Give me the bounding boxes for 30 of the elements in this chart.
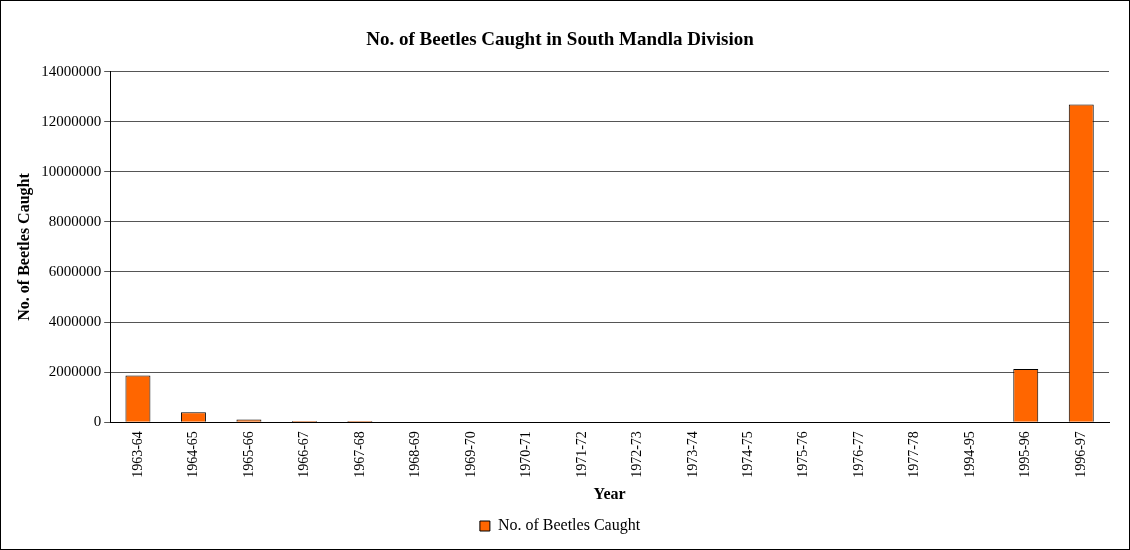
- x-axis-title: Year: [593, 484, 626, 502]
- x-tick-label: 1969-70: [462, 431, 478, 478]
- x-tick-label: 1967-68: [351, 431, 367, 478]
- legend-label: No. of Beetles Caught: [497, 516, 641, 535]
- x-tick-label: 1971-72: [573, 431, 589, 478]
- x-tick-label: 1975-76: [795, 431, 811, 478]
- x-tick-label: 1968-69: [407, 431, 423, 478]
- y-tick-label: 0: [93, 413, 102, 430]
- x-tick-label: 1974-75: [739, 431, 755, 478]
- y-tick-label: 10000000: [41, 162, 102, 179]
- y-tick-label: 12000000: [41, 112, 102, 129]
- x-tick-label: 1963-64: [129, 431, 145, 478]
- chart-title: No. of Beetles Caught in South Mandla Division: [366, 28, 755, 50]
- y-tick-label: 6000000: [48, 262, 102, 279]
- x-tick-label: 1996-97: [1072, 431, 1088, 478]
- x-tick-label: 1972-73: [629, 431, 645, 478]
- y-tick-label: 14000000: [41, 62, 102, 79]
- x-tick-label: 1973-74: [684, 431, 700, 478]
- y-tick-label: 8000000: [48, 212, 102, 229]
- x-tick-label: 1970-71: [518, 431, 534, 478]
- x-tick-label: 1964-65: [185, 431, 201, 478]
- x-tick-label: 1994-95: [961, 431, 977, 478]
- y-axis-title: No. of Beetles Caught: [14, 172, 33, 321]
- x-tick-label: 1976-77: [850, 431, 866, 478]
- x-tick-label: 1966-67: [296, 431, 312, 478]
- y-tick-label: 2000000: [48, 363, 102, 380]
- x-tick-label: 1977-78: [906, 431, 922, 478]
- y-tick-label: 4000000: [48, 312, 102, 329]
- x-tick-label: 1965-66: [240, 431, 256, 478]
- x-tick-label: 1995-96: [1017, 431, 1033, 478]
